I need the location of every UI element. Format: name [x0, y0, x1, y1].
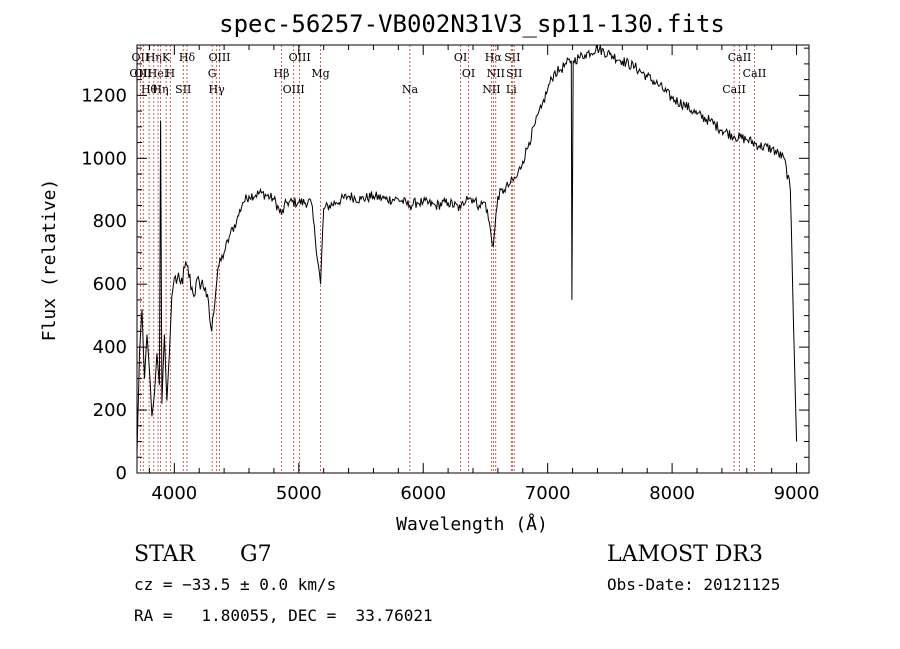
spectral-line-label: SII: [504, 51, 520, 64]
y-tick-label: 400: [93, 337, 127, 358]
spectral-line-label: HeI: [148, 67, 168, 80]
spectral-line-label: NII: [487, 67, 505, 80]
y-axis: 0 200 400 600 800 1000 1200: [81, 47, 809, 484]
spectral-line-label: OIII: [283, 83, 305, 96]
x-axis-label: Wavelength (Å): [396, 513, 548, 535]
spectral-line-label: Hγ: [209, 83, 226, 96]
y-tick-label: 600: [93, 274, 127, 295]
x-axis: 4000 5000 6000 7000 8000 9000: [148, 45, 820, 504]
redshift-text: cz = −33.5 ± 0.0 km/s: [134, 575, 336, 594]
spectral-line-label: K: [162, 51, 171, 64]
spectral-line-label: OIII: [208, 51, 230, 64]
object-subclass: G7: [240, 542, 272, 567]
y-tick-label: 200: [93, 400, 127, 421]
spectral-line-label: Hδ: [179, 51, 196, 64]
spectral-line-label: SII: [506, 67, 522, 80]
y-tick-label: 1000: [81, 148, 127, 169]
x-tick-label: 9000: [774, 483, 820, 504]
spectral-line-label: OIII: [289, 51, 311, 64]
spectral-line-label: Hη: [152, 83, 168, 96]
spectral-line-label: G: [208, 67, 217, 80]
spectral-line-label: Li: [506, 83, 517, 96]
object-class: STAR: [134, 542, 196, 567]
spectral-line-label: Hη: [146, 51, 162, 64]
y-tick-label: 800: [93, 211, 127, 232]
spectral-line-markers: OIIOIIIOIIHθHηHeIHηKHSIIHδGHγOIIIHβOIIIO…: [129, 45, 766, 473]
x-tick-label: 7000: [525, 483, 571, 504]
spectral-line-label: CaII: [722, 83, 746, 96]
spectral-line-label: OI: [454, 51, 467, 64]
spectral-line-label: Mg: [311, 67, 329, 80]
y-tick-label: 1200: [81, 85, 127, 106]
obs-date: Obs-Date: 20121125: [607, 575, 780, 594]
spectral-line-label: CaII: [728, 51, 752, 64]
chart-title: spec-56257-VB002N31V3_sp11-130.fits: [219, 10, 725, 38]
spectral-line-label: OII: [132, 51, 150, 64]
spectral-line-label: OI: [462, 67, 475, 80]
spectral-line-label: CaII: [743, 67, 767, 80]
spectral-line-label: SII: [175, 83, 191, 96]
spectral-line-label: Hβ: [274, 67, 290, 80]
y-axis-label: Flux (relative): [39, 179, 60, 342]
spectral-line-label: OII: [134, 67, 152, 80]
plot-frame: [136, 44, 810, 474]
coordinates: RA = 1.80055, DEC = 33.76021: [134, 606, 433, 625]
spectrum-line: [136, 44, 798, 455]
y-tick-label: 0: [116, 463, 127, 484]
x-tick-label: 6000: [400, 483, 446, 504]
spectral-line-label: H: [166, 67, 176, 80]
spectral-line-label: NII: [482, 83, 500, 96]
spectral-line-label: Na: [402, 83, 419, 96]
spectral-line-label: Hα: [485, 51, 503, 64]
survey-name: LAMOST DR3: [607, 542, 763, 567]
spectral-line-label: OIII: [129, 67, 151, 80]
x-tick-label: 4000: [151, 483, 197, 504]
x-tick-label: 8000: [649, 483, 695, 504]
x-tick-label: 5000: [276, 483, 322, 504]
